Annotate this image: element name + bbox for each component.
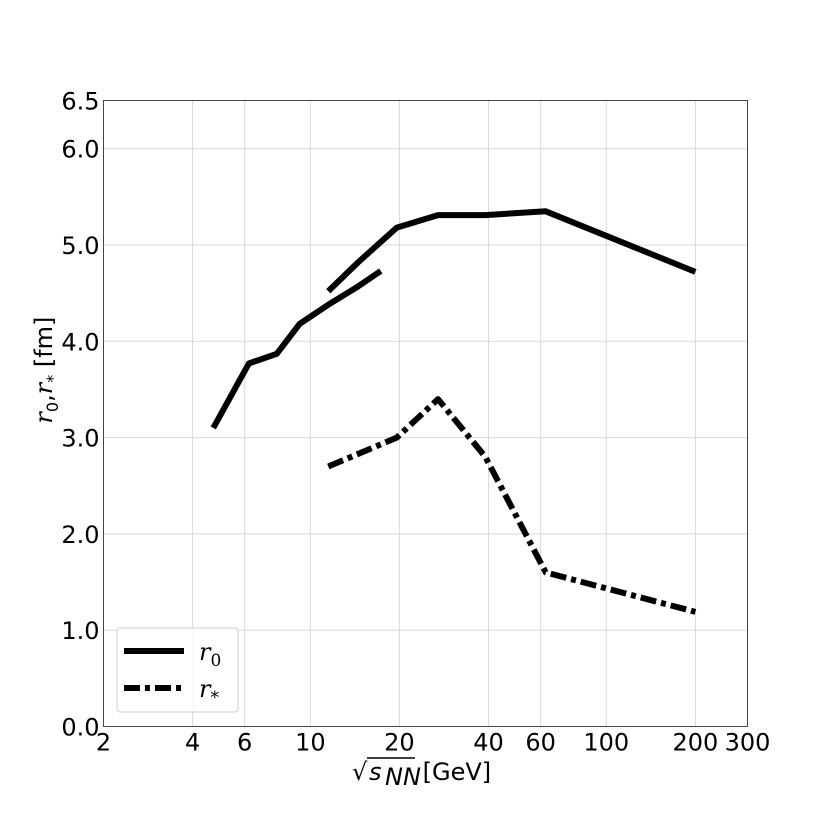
y-tick-label: 5.0 <box>61 232 99 260</box>
y-tick-label: 1.0 <box>61 617 99 645</box>
x-tick-label: 200 <box>672 729 718 757</box>
y-tick-label: 6.0 <box>61 136 99 164</box>
y-axis-label-rstar: r <box>30 381 58 394</box>
x-tick-label: 40 <box>473 729 504 757</box>
y-tick-label: 3.0 <box>61 425 99 453</box>
y-axis-label: r0,r* [fm] <box>30 278 62 477</box>
y-axis-label-unit: [fm] <box>30 317 58 375</box>
legend-label-rstar: r* <box>199 675 219 708</box>
legend-label-r0: r0 <box>199 638 221 671</box>
x-axis-label-sub: NN <box>385 763 421 791</box>
series-layer <box>210 208 697 615</box>
y-axis-label-sub0: 0 <box>43 402 62 412</box>
series-line-r0-1 <box>326 208 697 294</box>
x-tick-label: 4 <box>185 729 200 757</box>
x-axis-label-var: s <box>369 758 382 786</box>
x-tick-label: 20 <box>384 729 415 757</box>
y-tick-label: 2.0 <box>61 521 99 549</box>
series-line-rstar-0 <box>327 396 697 615</box>
y-tick-label: 6.5 <box>61 88 99 116</box>
y-axis-label-substar: * <box>43 375 62 383</box>
x-axis-label-unit: [GeV] <box>415 758 491 786</box>
x-tick-label: 60 <box>525 729 556 757</box>
x-axis-label: √ s NN [GeV] <box>352 757 491 791</box>
legend: r0 r* <box>116 627 239 713</box>
x-tick-label: 10 <box>295 729 326 757</box>
y-tick-label: 4.0 <box>61 328 99 356</box>
y-axis-label-comma: , <box>30 394 58 402</box>
plot-frame <box>103 100 748 727</box>
x-tick-labels: 2 4 6 10 20 40 60 100 200 300 <box>96 729 771 757</box>
x-tick-label: 100 <box>583 729 629 757</box>
series-line-r0-0 <box>210 268 383 430</box>
y-tick-labels: 0.0 1.0 2.0 3.0 4.0 5.0 6.0 6.5 <box>61 88 99 742</box>
x-axis-label-sqrt: √ <box>352 758 368 786</box>
x-tick-label: 300 <box>725 729 771 757</box>
svg-text:r0,r* [fm]: r0,r* [fm] <box>30 278 62 477</box>
y-axis-label-r0: r <box>30 411 58 424</box>
x-tick-label: 6 <box>237 729 252 757</box>
x-tick-label: 2 <box>96 729 111 757</box>
y-tick-label: 0.0 <box>61 714 99 742</box>
